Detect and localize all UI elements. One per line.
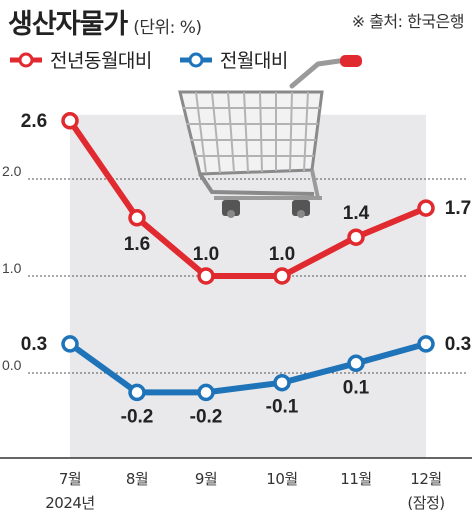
- data-label: 1.4: [343, 203, 370, 224]
- data-point: [417, 199, 435, 217]
- data-point: [273, 267, 291, 285]
- x-tick-label: 8월: [126, 470, 148, 488]
- y-tick-label: 1.0: [2, 260, 22, 276]
- y-tick-label: 2.0: [2, 163, 22, 179]
- title-row: 생산자물가 (단위: %): [8, 2, 202, 40]
- x-tick-label: 7월: [59, 470, 81, 488]
- data-point: [61, 112, 79, 130]
- data-point: [61, 335, 79, 353]
- x-tick-label: 12월: [410, 470, 441, 488]
- legend-item-yoy: 전년동월대비: [8, 46, 152, 73]
- data-label: 0.1: [343, 377, 370, 398]
- legend-item-mom: 전월대비: [178, 46, 288, 73]
- legend-marker-yoy: [10, 52, 42, 67]
- data-point: [417, 335, 435, 353]
- legend-label-yoy: 전년동월대비: [50, 50, 152, 72]
- data-point: [347, 354, 365, 373]
- data-label: -0.1: [266, 397, 299, 418]
- data-label: 1.0: [269, 244, 295, 265]
- data-label: 0.3: [21, 334, 47, 355]
- legend: 전년동월대비 전월대비: [8, 46, 314, 73]
- x-tick-sublabel: 2024년: [45, 494, 94, 512]
- data-point: [347, 228, 365, 246]
- y-tick-label: 0.0: [2, 357, 22, 373]
- x-tick-label: 11월: [340, 470, 371, 488]
- data-label: 1.6: [124, 234, 150, 255]
- data-label: 2.6: [21, 111, 47, 132]
- x-tick-label: 9월: [195, 470, 217, 488]
- data-point: [128, 209, 146, 227]
- data-label: 1.7: [445, 198, 471, 219]
- source-note: ※ 출처: 한국은행: [351, 12, 465, 31]
- data-point: [128, 383, 146, 402]
- data-point: [273, 373, 291, 392]
- x-tick-label: 10월: [266, 470, 297, 488]
- data-point: [197, 383, 215, 402]
- shopping-cart-icon: [178, 55, 362, 218]
- data-point: [197, 267, 215, 285]
- data-label: 1.0: [193, 244, 219, 265]
- legend-marker-mom: [179, 52, 212, 67]
- data-label: 0.3: [445, 334, 471, 355]
- data-label: -0.2: [190, 406, 223, 427]
- x-tick-sublabel: (잠정): [407, 494, 444, 512]
- series-line-mom: [68, 341, 427, 396]
- legend-label-mom: 전월대비: [219, 50, 288, 72]
- chart-title: 생산자물가: [8, 9, 128, 40]
- series-line-yoy: [67, 119, 428, 279]
- data-label: -0.2: [121, 406, 154, 427]
- unit-label: (단위: %): [133, 18, 202, 38]
